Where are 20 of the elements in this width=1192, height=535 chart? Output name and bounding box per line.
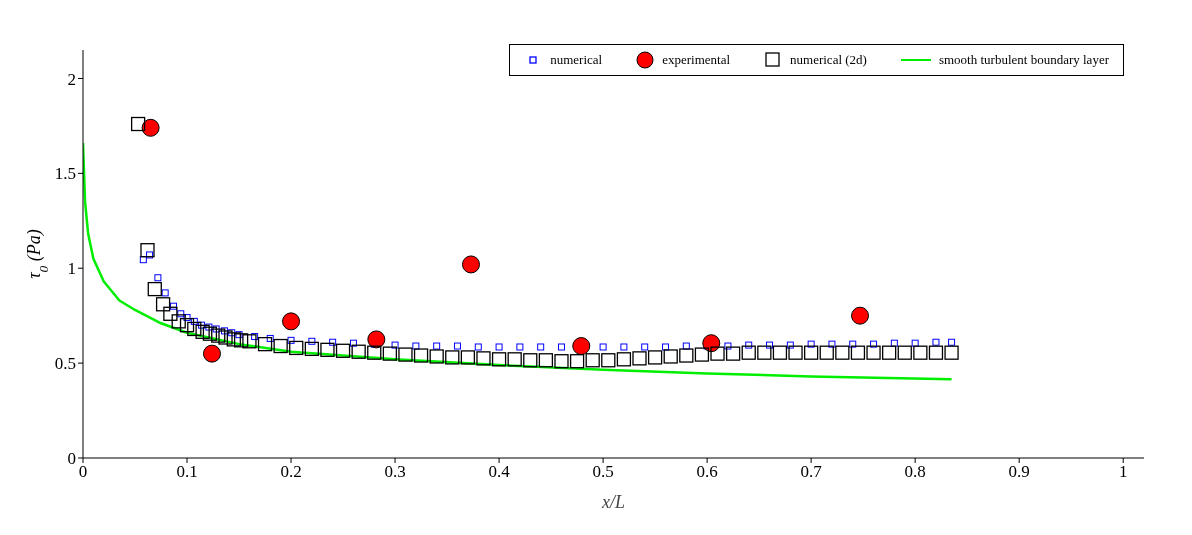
x-tick-label: 0.9 — [1008, 462, 1030, 482]
x-tick-label: 0.5 — [592, 462, 614, 482]
x-tick-label: 0.8 — [904, 462, 926, 482]
y-tick-label: 2 — [67, 69, 76, 89]
legend-label: numerical (2d) — [790, 52, 867, 68]
legend-label: experimental — [662, 52, 731, 68]
legend-label: numerical — [550, 52, 603, 68]
x-tick-label: 0.4 — [488, 462, 511, 482]
x-axis-title: x/L — [600, 492, 626, 512]
x-tick-label: 0.7 — [800, 462, 823, 482]
y-tick-label: 1.5 — [54, 164, 76, 184]
x-tick-label: 0.2 — [280, 462, 302, 482]
x-tick-label: 0.3 — [384, 462, 406, 482]
legend-label: smooth turbulent boundary layer — [938, 52, 1109, 68]
x-tick-label: 1 — [1118, 462, 1128, 482]
x-tick-label: 0.1 — [176, 462, 198, 482]
y-tick-label: 1 — [67, 259, 76, 279]
y-tick-label: 0 — [67, 449, 76, 469]
x-tick-label: 0.6 — [696, 462, 718, 482]
y-tick-label: 0.5 — [54, 354, 76, 374]
